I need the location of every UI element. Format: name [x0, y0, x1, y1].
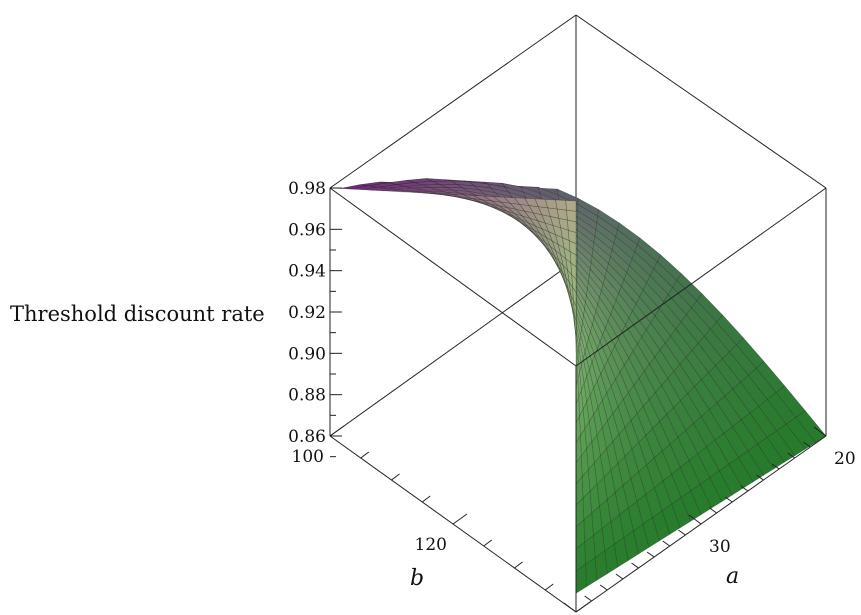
a-tick	[631, 562, 639, 569]
a-tick	[787, 452, 796, 459]
b-tick	[544, 583, 554, 591]
b-tick	[391, 473, 400, 481]
a-tick	[646, 551, 655, 558]
a-tick	[740, 485, 749, 492]
z-tick-label: 0.96	[288, 220, 326, 240]
a-tick	[615, 573, 624, 580]
box-edge	[575, 187, 827, 367]
z-axis-title: Threshold discount rate	[10, 302, 265, 326]
b-tick	[329, 425, 345, 437]
b-tick-label: 100	[292, 447, 324, 467]
z-tick-label: 0.88	[288, 386, 326, 406]
b-tick-label: 120	[415, 535, 447, 555]
a-tick	[678, 529, 686, 536]
b-tick	[452, 513, 468, 525]
box-edge	[329, 14, 577, 189]
b-tick	[514, 561, 523, 569]
z-tick-label: 0.98	[288, 179, 326, 199]
a-axis-title: a	[726, 564, 739, 589]
a-tick	[709, 507, 717, 514]
a-tick	[756, 474, 764, 481]
a-tick	[599, 584, 608, 591]
surface-patch	[565, 200, 577, 212]
z-tick-label: 0.94	[288, 262, 326, 282]
a-tick	[724, 496, 733, 503]
b-tick	[575, 601, 591, 613]
box-edge	[575, 14, 827, 189]
a-tick	[771, 463, 780, 470]
b-tick	[483, 539, 493, 547]
z-tick-label: 0.92	[288, 303, 326, 323]
surface-patch	[555, 199, 567, 211]
a-tick	[803, 441, 811, 448]
box-edge	[329, 187, 577, 367]
a-tick-label: 20	[834, 449, 856, 469]
a-tick	[662, 540, 671, 547]
axes: 0.86 0.88 0.90 0.92 0.94 0.96 0.98 100 120 20 30	[288, 179, 856, 613]
b-axis-title: b	[410, 566, 424, 591]
a-tick	[813, 426, 827, 437]
a-tick-label: 30	[709, 537, 731, 557]
a-tick	[688, 514, 702, 525]
box-edge	[329, 259, 577, 437]
a-tick	[584, 595, 592, 602]
z-tick-label: 0.90	[288, 344, 326, 364]
b-tick	[360, 451, 370, 459]
a-tick	[563, 602, 577, 613]
surface-mesh	[329, 178, 827, 594]
z-tick-label: 0.86	[288, 427, 326, 447]
b-tick	[421, 495, 431, 503]
